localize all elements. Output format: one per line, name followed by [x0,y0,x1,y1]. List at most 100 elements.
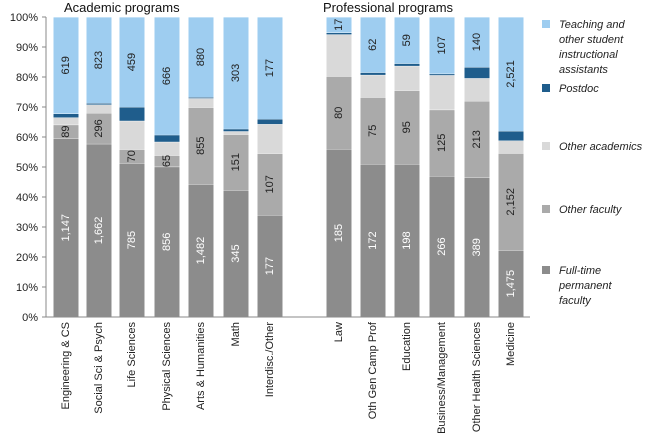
bar-segment [498,140,524,154]
bar-segment [326,17,352,33]
data-label: 266 [436,237,448,255]
data-label: 172 [367,231,379,249]
y-tick-label: 0% [22,312,38,324]
category-label: Medicine [505,322,517,366]
category-label: Physical Sciences [161,322,173,411]
bar-segment [53,124,79,139]
data-label: 345 [230,244,242,262]
y-tick-label: 90% [16,42,38,54]
bar-segment [154,141,180,156]
bar-segment [257,215,283,317]
data-label: 2,152 [505,188,517,216]
bar-segment [119,17,145,107]
bar-segment [53,117,79,125]
y-tick-label: 80% [16,72,38,84]
y-tick-label: 20% [16,252,38,264]
bar-segment [326,32,352,35]
category-label: Interdisc./Other [264,322,276,398]
data-label: 70 [126,150,138,162]
bar-segment [394,164,420,317]
bar-segment [223,128,249,132]
data-label: 785 [126,231,138,249]
data-label: 823 [93,51,105,69]
legend-swatch [542,20,550,28]
bar-segment [257,17,283,119]
data-label: 95 [401,121,413,133]
bar-segment [188,97,214,99]
data-label: 2,521 [505,60,517,88]
bar-segment [119,107,145,121]
data-label: 459 [126,53,138,71]
category-label: Oth Gen Camp Prof [367,321,379,419]
data-label: 1,475 [505,270,517,298]
bar-segment [53,17,79,114]
y-tick-label: 10% [16,282,38,294]
data-label: 89 [60,125,72,137]
bar-segment [394,17,420,64]
category-label: Social Sci & Psych [93,322,105,414]
legend-label: Other academics [559,141,643,153]
x-axis-categories: Engineering & CS Social Sci & Psych Life S… [60,321,517,434]
bar-segment [360,74,386,98]
bar-segment [464,177,490,317]
data-label: 177 [264,257,276,275]
legend-label: Full-time permanent faculty [558,265,613,307]
bar-segment [360,17,386,73]
bar-segment [154,155,180,167]
category-label: Math [230,322,242,346]
bar-segment [498,131,524,141]
bar-segment [53,113,79,118]
category-label: Arts & Humanities [195,322,207,411]
bar-segment [257,124,283,154]
bar-segment [119,149,145,164]
data-label: 856 [161,233,173,251]
data-label: 17 [333,19,345,31]
bar-segment [326,76,352,149]
y-tick-label: 30% [16,222,38,234]
data-label: 140 [471,33,483,51]
data-label: 125 [436,134,448,152]
bar-segment [223,134,249,191]
bar-segment [188,17,214,98]
bar-segment [360,164,386,317]
data-label: 855 [195,137,207,155]
y-tick-label: 100% [10,12,38,24]
bar-segment [360,72,386,75]
legend-label: Other faculty [559,204,623,216]
bar-segment [429,109,455,176]
bar-segment [326,149,352,317]
bar-segment [429,176,455,317]
category-label: Engineering & CS [60,322,72,409]
bar-segment [360,97,386,164]
data-label: 59 [401,34,413,46]
bar-segment [86,103,112,105]
data-label: 151 [230,153,242,171]
bar-segment [86,17,112,104]
legend-swatch [542,266,550,274]
y-tick-label: 50% [16,162,38,174]
bar-segment [429,73,455,76]
data-label: 177 [264,59,276,77]
category-label: Law [333,322,345,342]
data-label: 107 [264,175,276,193]
bar-segment [394,65,420,91]
data-label: 1,662 [93,217,105,245]
legend-swatch [542,142,550,150]
data-label: 1,147 [60,214,72,242]
bar-segment [464,17,490,68]
data-label: 80 [333,107,345,119]
bar-segment [464,67,490,79]
bar-segment [119,163,145,317]
bar-segment [188,107,214,185]
legend-label: Postdoc [559,83,599,95]
bar-segment [154,134,180,142]
bar-segment [119,120,145,150]
bar-segment [498,17,524,131]
category-label: Life Sciences [126,322,138,388]
data-label: 389 [471,238,483,256]
bar-segment [498,250,524,317]
data-label: 185 [333,224,345,242]
bar-segment [464,78,490,101]
y-tick-label: 40% [16,192,38,204]
